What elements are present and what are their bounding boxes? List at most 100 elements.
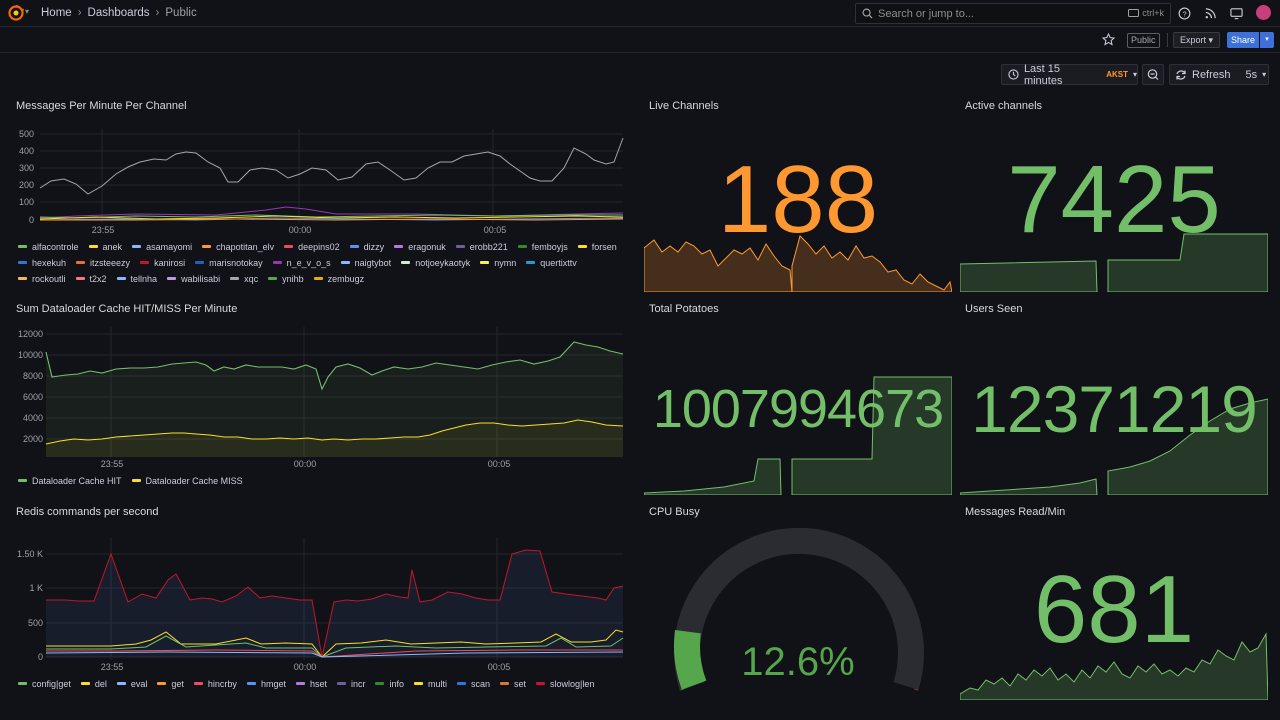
legend-item[interactable]: del (80, 677, 107, 690)
legend-swatch (272, 261, 282, 264)
legend-item[interactable]: hexekuh (18, 256, 66, 269)
legend-item[interactable]: Dataloader Cache HIT (18, 474, 122, 487)
avatar[interactable] (1256, 5, 1271, 20)
legend-item[interactable]: zembugz (313, 272, 364, 285)
legend-item[interactable]: kanirosi (140, 256, 185, 269)
help-icon[interactable]: ? (1178, 7, 1191, 20)
refresh-button[interactable]: Refresh 5s ▾ (1169, 64, 1269, 85)
legend-item[interactable]: anek (88, 240, 122, 253)
legend-item[interactable]: tellnha (116, 272, 157, 285)
legend-label: scan (471, 678, 491, 689)
breadcrumb-dashboards[interactable]: Dashboards (87, 7, 150, 19)
grid (40, 129, 623, 223)
legend-item[interactable]: dizzy (349, 240, 384, 253)
share-button[interactable]: Share (1227, 32, 1259, 48)
search-placeholder: Search or jump to... (878, 7, 974, 20)
legend-swatch (336, 682, 346, 685)
panel-title[interactable]: Live Channels (649, 100, 719, 112)
legend-item[interactable]: eval (116, 677, 147, 690)
legend-item[interactable]: marisnotokay (195, 256, 263, 269)
share-dropdown-button[interactable]: ▾ (1260, 32, 1274, 48)
legend-item[interactable]: erobb221 (455, 240, 508, 253)
legend-item[interactable]: wabilisabi (167, 272, 220, 285)
legend-item[interactable]: eragonuk (394, 240, 446, 253)
legend-item[interactable]: slowlog|len (536, 677, 594, 690)
legend-label: rockoutli (32, 273, 66, 284)
refresh-interval[interactable]: 5s (1245, 68, 1258, 81)
legend-label: naigtybot (354, 257, 392, 268)
legend-item[interactable]: incr (336, 677, 365, 690)
legend-label: Dataloader Cache HIT (32, 475, 122, 486)
chevron-down-icon[interactable]: ▾ (25, 7, 30, 16)
legend-item[interactable]: hincrby (193, 677, 237, 690)
series-line-minor (46, 635, 624, 658)
panel-title[interactable]: Users Seen (965, 303, 1023, 315)
chevron-down-icon: ▾ (1208, 35, 1214, 45)
legend-item[interactable]: set (500, 677, 526, 690)
cache-legend: Dataloader Cache HIT Dataloader Cache MIS… (18, 474, 618, 487)
cpu-busy-gauge (674, 527, 924, 691)
x-tick: 23:55 (101, 459, 124, 469)
legend-item[interactable]: asamayomi (132, 240, 192, 253)
legend-label: ynihb (282, 273, 304, 284)
grafana-logo-icon[interactable] (8, 5, 24, 21)
panel-title[interactable]: Messages Read/Min (965, 506, 1066, 518)
star-icon[interactable] (1102, 33, 1115, 46)
panel-title[interactable]: Sum Dataloader Cache HIT/MISS Per Minute (16, 303, 238, 315)
legend-swatch (116, 277, 126, 280)
legend-item[interactable]: chapotitan_elv (202, 240, 274, 253)
zoom-out-button[interactable] (1142, 64, 1164, 85)
legend-label: femboyjs (531, 241, 568, 252)
legend-item[interactable]: xqc (230, 272, 258, 285)
legend-item[interactable]: n_e_v_o_s (272, 256, 331, 269)
search-shortcut: ctrl+k (1128, 8, 1164, 18)
legend-item[interactable]: info (375, 677, 404, 690)
legend-item[interactable]: itzsteeezy (76, 256, 130, 269)
legend-swatch (457, 682, 467, 685)
breadcrumb-home[interactable]: Home (41, 7, 72, 19)
panel-title[interactable]: Active channels (965, 100, 1043, 112)
legend-item[interactable]: quertixttv (526, 256, 577, 269)
legend-item[interactable]: scan (457, 677, 490, 690)
legend-label: multi (428, 678, 448, 689)
legend-item[interactable]: notjoeykaotyk (401, 256, 470, 269)
legend-item[interactable]: forsen (577, 240, 617, 253)
legend-label: set (514, 678, 527, 689)
legend-item[interactable]: femboyjs (517, 240, 568, 253)
time-range-picker[interactable]: Last 15 minutes AKST ▾ (1001, 63, 1138, 87)
y-tick: 12000 (18, 329, 43, 339)
legend-item[interactable]: nymn (480, 256, 516, 269)
panel-title[interactable]: Redis commands per second (16, 506, 159, 518)
public-badge: Public (1127, 33, 1160, 48)
legend-swatch (517, 245, 527, 248)
y-tick: 1.50 K (17, 549, 43, 559)
legend-item[interactable]: get (157, 677, 184, 690)
legend-item[interactable]: hset (295, 677, 327, 690)
legend-item[interactable]: Dataloader Cache MISS (131, 474, 243, 487)
panel-title[interactable]: Messages Per Minute Per Channel (16, 100, 187, 112)
legend-item[interactable]: naigtybot (340, 256, 392, 269)
legend-item[interactable]: hmget (246, 677, 286, 690)
legend-item[interactable]: t2x2 (75, 272, 107, 285)
search-input[interactable]: Search or jump to... ctrl+k (855, 3, 1171, 24)
gauge-value-arc (674, 630, 707, 690)
panel-title[interactable]: CPU Busy (649, 506, 700, 518)
legend-item[interactable]: alfacontrole (18, 240, 79, 253)
panel-messages-read: Messages Read/Min 681 (960, 506, 1268, 700)
legend-item[interactable]: ynihb (268, 272, 304, 285)
sparkline-area (791, 235, 952, 292)
active-channels-sparkline (960, 233, 1268, 292)
x-tick: 00:00 (294, 459, 317, 469)
legend-label: Dataloader Cache MISS (145, 475, 243, 486)
sparkline-area (644, 458, 782, 495)
legend-item[interactable]: rockoutli (18, 272, 66, 285)
legend-item[interactable]: deepins02 (284, 240, 340, 253)
export-button[interactable]: Export ▾ (1173, 32, 1221, 48)
panel-total-potatoes: Total Potatoes 1007994673 (644, 303, 952, 495)
panel-title[interactable]: Total Potatoes (649, 303, 719, 315)
breadcrumb: Home › Dashboards › Public (41, 7, 197, 19)
kiosk-icon[interactable] (1230, 7, 1243, 20)
news-icon[interactable] (1204, 7, 1217, 20)
legend-item[interactable]: config|get (18, 677, 71, 690)
legend-item[interactable]: multi (414, 677, 447, 690)
